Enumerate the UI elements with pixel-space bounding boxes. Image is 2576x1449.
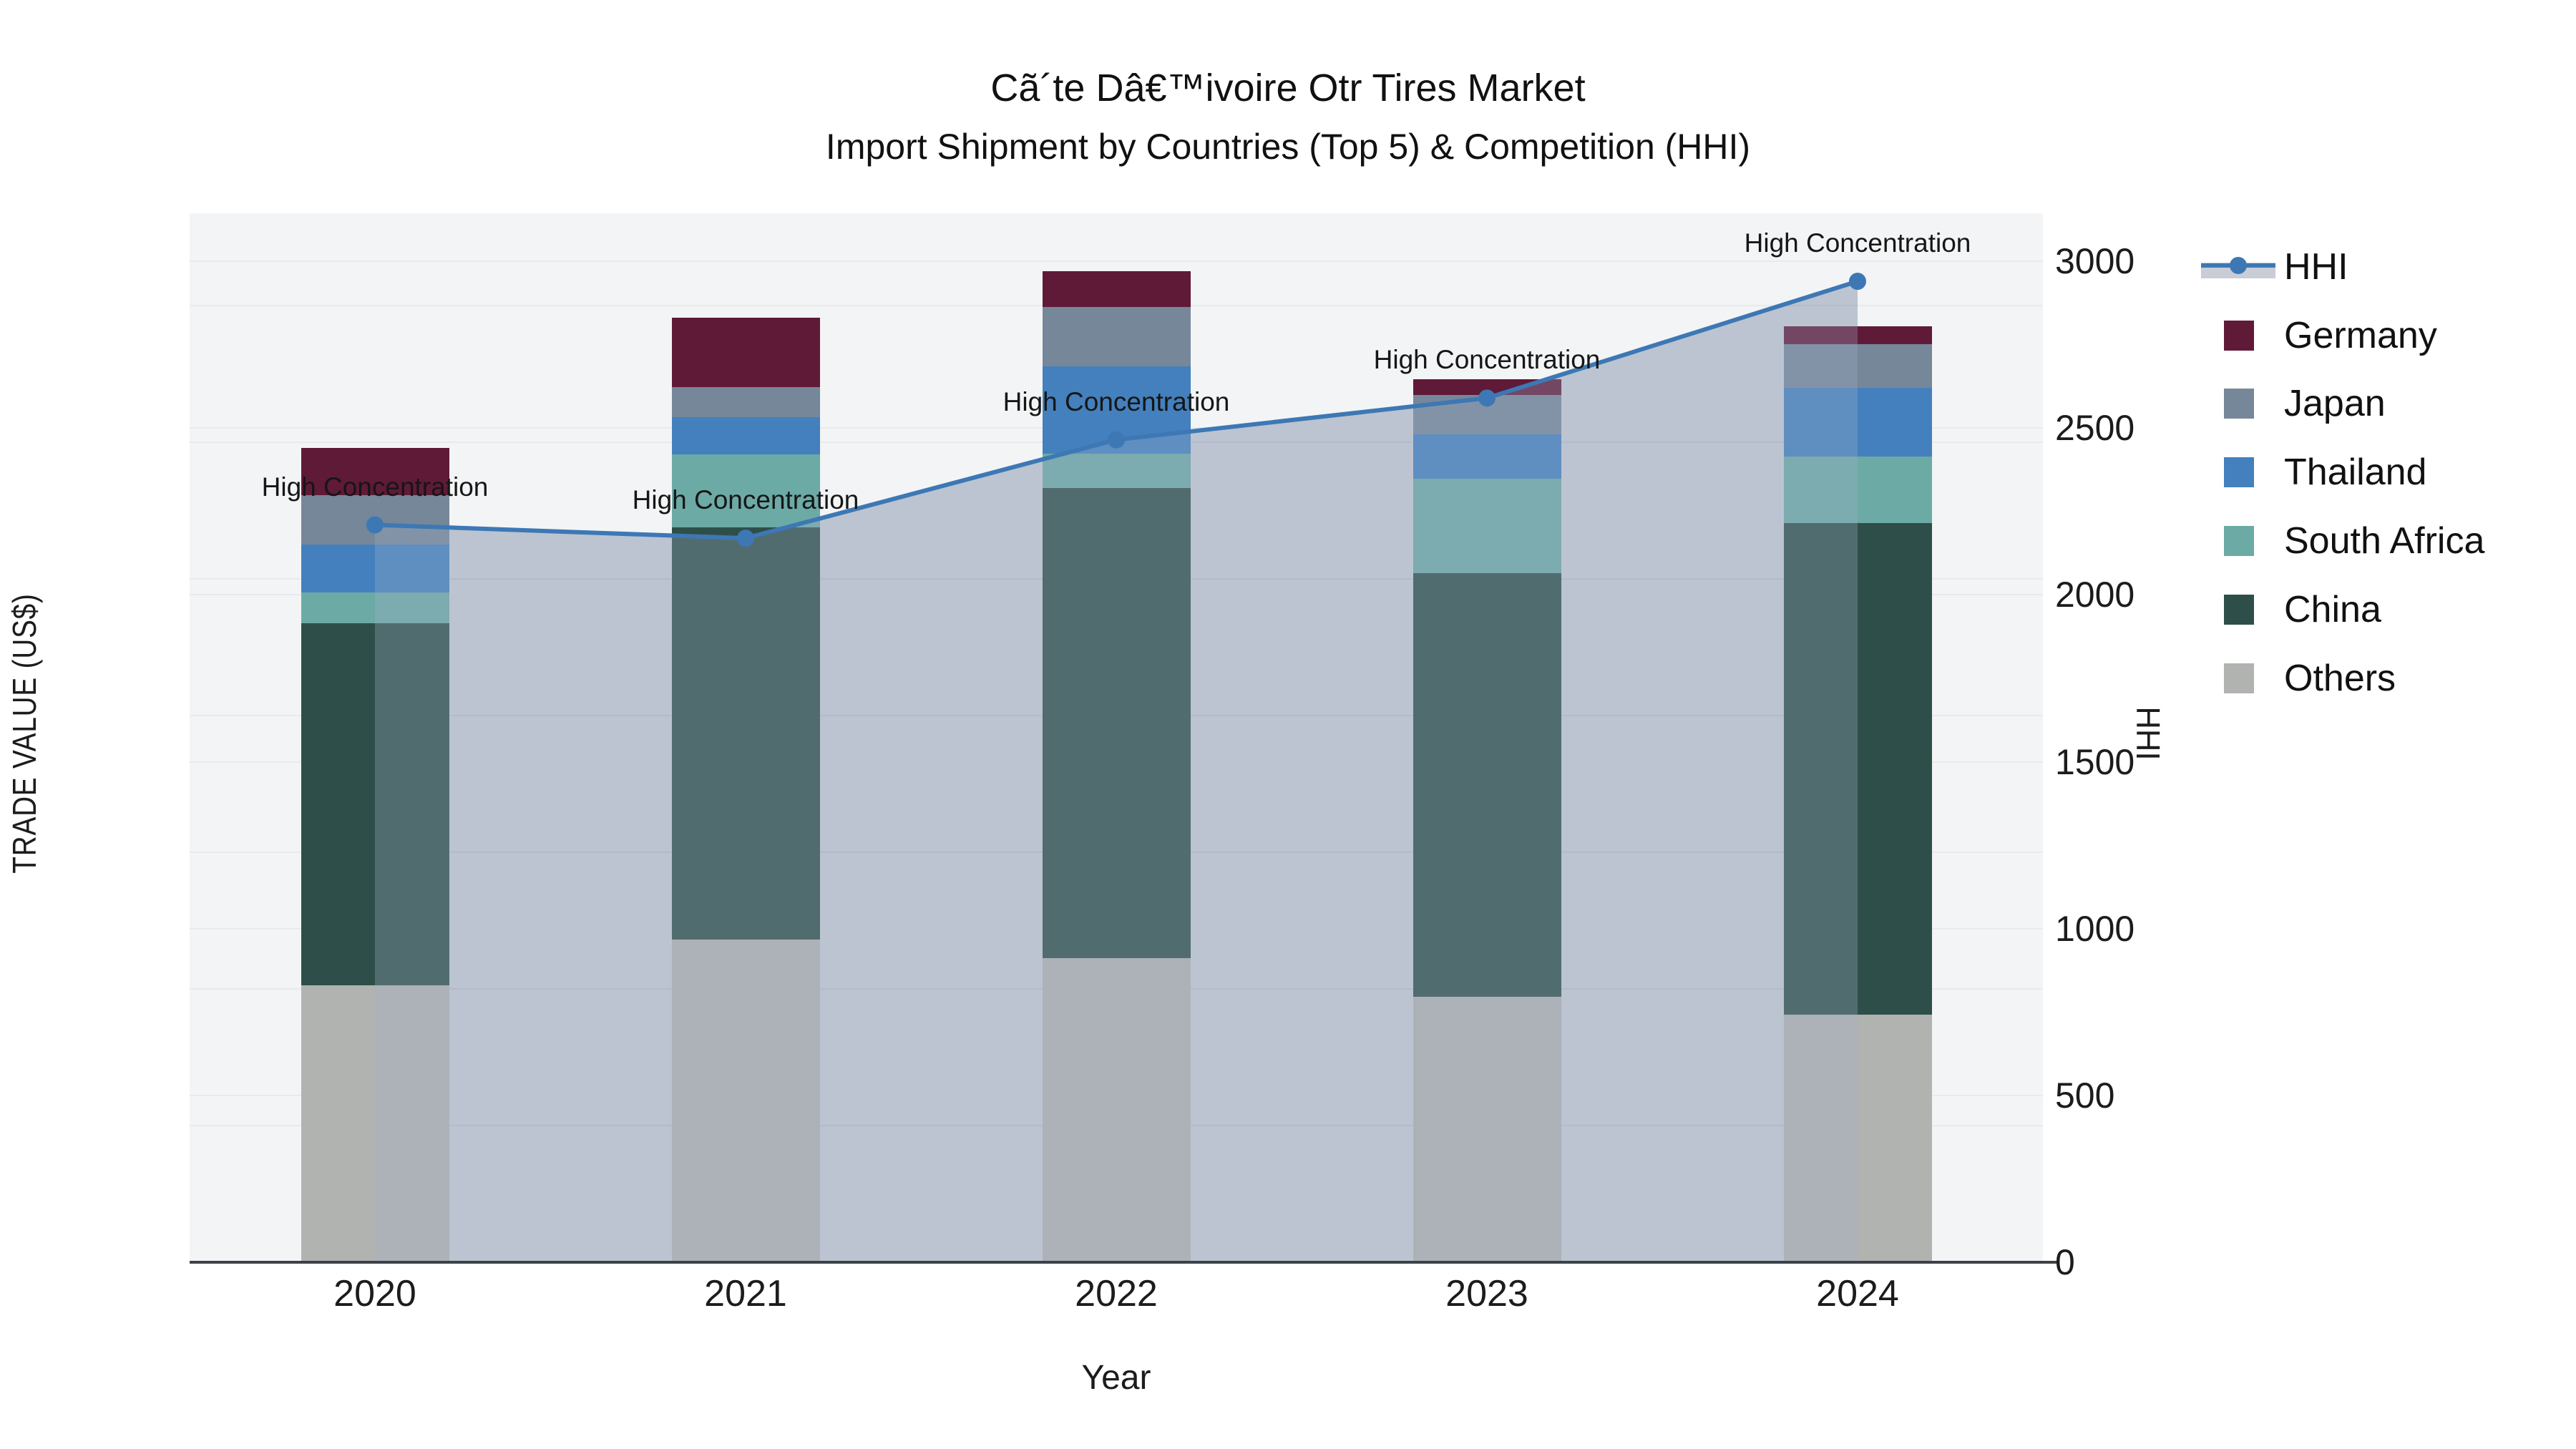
y2-tick-500: 500 xyxy=(2055,1075,2115,1116)
bar-segment-japan-2021[interactable] xyxy=(671,386,820,417)
x-tick-2023: 2023 xyxy=(1445,1273,1528,1314)
legend-item-hhi[interactable]: HHI xyxy=(2284,246,2348,288)
bar-segment-germany-2020[interactable] xyxy=(301,447,449,496)
legend-swatch-japan xyxy=(2224,389,2254,419)
bar-segment-south-africa-2023[interactable] xyxy=(1413,478,1561,574)
hhi-marker-2020[interactable] xyxy=(366,516,384,534)
bar-segment-japan-2022[interactable] xyxy=(1042,306,1191,366)
bar-segment-germany-2022[interactable] xyxy=(1042,271,1191,307)
gridline-y2-3000 xyxy=(190,260,2043,263)
legend-item-japan[interactable]: Japan xyxy=(2284,383,2386,424)
bar-segment-others-2020[interactable] xyxy=(301,985,449,1262)
hhi-line-layer xyxy=(366,273,1866,1263)
hhi-marker-2021[interactable] xyxy=(737,530,754,547)
bar-segment-germany-2024[interactable] xyxy=(1783,326,1932,345)
bar-segment-others-2021[interactable] xyxy=(671,940,820,1262)
chart-title: Cã´te Dâ€™ivoire Otr Tires Market xyxy=(990,67,1586,109)
bar-segment-china-2020[interactable] xyxy=(301,623,449,986)
legend-hhi-sample xyxy=(2201,257,2275,278)
x-tick-2022: 2022 xyxy=(1075,1273,1158,1314)
hhi-marker-2024[interactable] xyxy=(1849,273,1866,291)
legend-item-others[interactable]: Others xyxy=(2284,658,2396,699)
hhi-marker-2022[interactable] xyxy=(1108,431,1125,449)
bar-segment-thailand-2021[interactable] xyxy=(671,416,820,455)
bar-segment-china-2024[interactable] xyxy=(1783,522,1932,1015)
legend-item-germany[interactable]: Germany xyxy=(2284,315,2437,356)
x-axis-title: Year xyxy=(1081,1359,1151,1397)
legend-swatch-south-africa xyxy=(2224,526,2254,556)
bar-segment-south-africa-2022[interactable] xyxy=(1042,454,1191,488)
y-axis-title: TRADE VALUE (US$) xyxy=(6,593,43,874)
y2-tick-1500: 1500 xyxy=(2055,741,2135,782)
bar-segment-germany-2023[interactable] xyxy=(1413,379,1561,396)
annotation-high-concentration-2021: High Concentration xyxy=(632,485,859,515)
y2-tick-0: 0 xyxy=(2055,1242,2075,1282)
y2-tick-3000: 3000 xyxy=(2055,241,2135,282)
bar-segment-germany-2021[interactable] xyxy=(671,318,820,387)
x-tick-2020: 2020 xyxy=(333,1273,416,1314)
legend-item-south-africa[interactable]: South Africa xyxy=(2284,520,2485,562)
bar-segment-china-2023[interactable] xyxy=(1413,573,1561,997)
legend-swatch-thailand xyxy=(2224,457,2254,487)
legend-swatch-china xyxy=(2224,595,2254,625)
bar-segment-china-2022[interactable] xyxy=(1042,487,1191,958)
y2-tick-2500: 2500 xyxy=(2055,408,2135,449)
hhi-area-overlay xyxy=(375,281,1858,1263)
chart-subtitle: Import Shipment by Countries (Top 5) & C… xyxy=(825,127,1751,167)
bar-segment-others-2022[interactable] xyxy=(1042,958,1191,1262)
bar-segment-south-africa-2021[interactable] xyxy=(671,454,820,528)
hhi-marker-2023[interactable] xyxy=(1478,389,1496,407)
bar-segment-china-2021[interactable] xyxy=(671,527,820,940)
bar-segment-thailand-2020[interactable] xyxy=(301,545,449,593)
bar-segment-thailand-2023[interactable] xyxy=(1413,434,1561,479)
bar-segment-others-2024[interactable] xyxy=(1783,1015,1932,1262)
legend-swatch-others xyxy=(2224,663,2254,693)
legend-hhi-marker-sample xyxy=(2230,257,2247,274)
legend-item-thailand[interactable]: Thailand xyxy=(2284,452,2427,493)
x-axis-line xyxy=(190,1261,2059,1264)
x-tick-2024: 2024 xyxy=(1816,1273,1899,1314)
bar-segment-thailand-2024[interactable] xyxy=(1783,388,1932,457)
annotation-high-concentration-2023: High Concentration xyxy=(1373,345,1601,375)
annotation-high-concentration-2020: High Concentration xyxy=(261,472,489,502)
annotation-high-concentration-2022: High Concentration xyxy=(1002,386,1230,416)
legend-swatch-germany xyxy=(2224,321,2254,351)
bar-segment-others-2023[interactable] xyxy=(1413,997,1561,1262)
bar-segment-south-africa-2024[interactable] xyxy=(1783,456,1932,523)
x-tick-2021: 2021 xyxy=(704,1273,787,1314)
bar-segment-south-africa-2020[interactable] xyxy=(301,592,449,624)
y2-tick-1000: 1000 xyxy=(2055,908,2135,949)
y2-tick-2000: 2000 xyxy=(2055,575,2135,615)
annotation-high-concentration-2024: High Concentration xyxy=(1744,228,1971,258)
legend-item-china[interactable]: China xyxy=(2284,589,2381,630)
bar-segment-japan-2024[interactable] xyxy=(1783,344,1932,389)
